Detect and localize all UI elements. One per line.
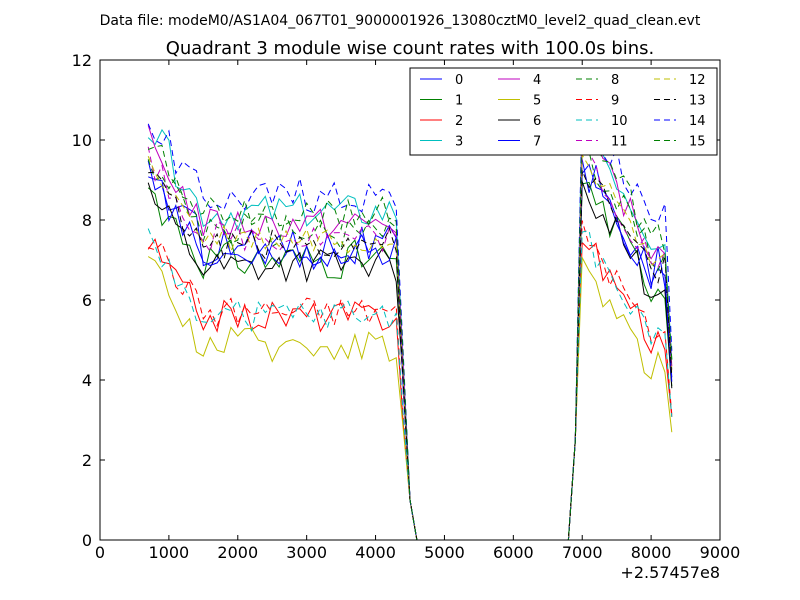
series-line-8 — [147, 151, 673, 540]
legend-label-1: 1 — [455, 94, 463, 109]
x-tick-label: 4000 — [355, 543, 396, 562]
series-line-4 — [147, 125, 673, 540]
legend-label-7: 7 — [533, 135, 541, 150]
legend-label-9: 9 — [611, 94, 619, 109]
series-line-13 — [148, 170, 673, 540]
legend-label-15: 15 — [689, 135, 706, 150]
x-tick-label: 1000 — [149, 543, 190, 562]
y-tick-label: 0 — [82, 531, 92, 550]
y-tick-label: 12 — [72, 51, 92, 70]
x-tick-label: 0 — [95, 543, 105, 562]
x-tick-label: 8000 — [631, 543, 672, 562]
legend-label-11: 11 — [611, 135, 628, 150]
legend-label-4: 4 — [533, 73, 541, 88]
series-line-15 — [148, 121, 673, 540]
y-tick-label: 8 — [82, 211, 92, 230]
series-line-0 — [147, 159, 673, 540]
legend-label-10: 10 — [611, 114, 628, 129]
legend-label-3: 3 — [455, 135, 463, 150]
x-tick-label: 6000 — [493, 543, 534, 562]
y-tick-label: 6 — [82, 291, 92, 310]
legend-label-0: 0 — [455, 73, 463, 88]
legend-label-5: 5 — [533, 94, 541, 109]
legend-label-2: 2 — [455, 114, 463, 129]
series-line-14 — [147, 95, 673, 540]
x-tick-label: 7000 — [562, 543, 603, 562]
chart-title: Quadrant 3 module wise count rates with … — [166, 38, 655, 59]
x-tick-label: 9000 — [700, 543, 741, 562]
x-offset-label: +2.57457e8 — [620, 563, 720, 582]
legend-label-8: 8 — [611, 73, 619, 88]
x-tick-label: 5000 — [424, 543, 465, 562]
y-tick-label: 4 — [82, 371, 92, 390]
x-tick-label: 3000 — [286, 543, 327, 562]
series-line-3 — [147, 105, 673, 540]
legend-label-14: 14 — [689, 114, 706, 129]
legend-label-12: 12 — [689, 73, 706, 88]
legend-label-13: 13 — [689, 94, 706, 109]
x-axis: 0 1000 2000 3000 4000 5000 6000 7000 8000 9000 — [95, 60, 740, 562]
legend-label-6: 6 — [533, 114, 541, 129]
series-lines — [147, 95, 673, 540]
y-tick-label: 10 — [72, 131, 92, 150]
data-file-header: Data file: modeM0/AS1A04_067T01_90000019… — [100, 13, 701, 29]
x-tick-label: 2000 — [217, 543, 258, 562]
y-tick-label: 2 — [82, 451, 92, 470]
